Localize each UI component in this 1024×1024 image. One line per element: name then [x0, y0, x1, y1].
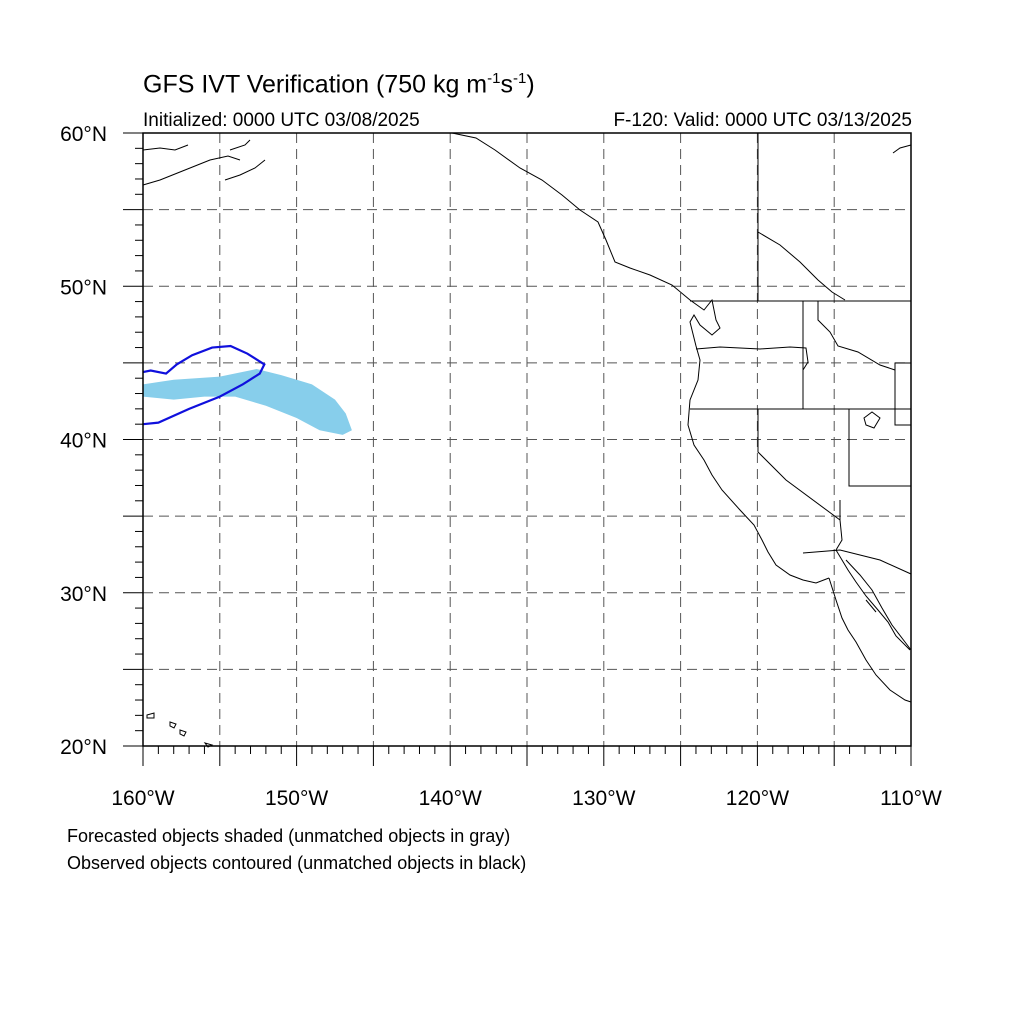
baja-coastline — [828, 549, 912, 703]
chart-title: GFS IVT Verification (750 kg m-1s-1) — [143, 70, 535, 99]
lat-label: 20°N — [60, 736, 107, 759]
footer-note-observed: Observed objects contoured (unmatched ob… — [67, 853, 527, 873]
footer-note-forecast: Forecasted objects shaded (unmatched obj… — [67, 826, 511, 846]
us-mexico-border — [802, 549, 912, 575]
lat-label: 30°N — [60, 583, 107, 606]
lon-label: 160°W — [111, 787, 174, 810]
salt-lake — [863, 411, 881, 429]
lon-label: 110°W — [880, 787, 942, 810]
hawaii-islands — [146, 712, 214, 748]
lon-label: 150°W — [265, 787, 328, 810]
grid-lines — [143, 133, 911, 746]
valid-time-label: F-120: Valid: 0000 UTC 03/13/2025 — [613, 110, 912, 131]
hudson-bay-fragment — [892, 144, 912, 154]
lat-label: 60°N — [60, 123, 107, 146]
axis-labels: 60°N 50°N 40°N 30°N 20°N 160°W 150°W 140°W 130°W… — [60, 123, 942, 810]
mexico-mainland-coast — [845, 559, 912, 651]
coastlines — [142, 132, 912, 748]
observed-object-contour — [142, 344, 266, 426]
arizona-border — [835, 500, 843, 551]
ivt-objects — [142, 344, 352, 435]
nevada-california-border — [757, 409, 841, 521]
axis-ticks — [123, 132, 912, 766]
lon-label: 140°W — [419, 787, 482, 810]
lat-label: 40°N — [60, 430, 107, 453]
us-west-coastline — [451, 132, 830, 584]
washington-oregon-border — [695, 346, 809, 409]
forecast-object-shading — [143, 369, 352, 435]
lon-label: 120°W — [726, 787, 789, 810]
nevada-utah-border — [848, 363, 911, 487]
initialized-label: Initialized: 0000 UTC 03/08/2025 — [143, 110, 420, 131]
political-boundaries — [690, 133, 912, 575]
alaska-coastline — [142, 139, 266, 186]
river-line — [757, 231, 846, 301]
lon-label: 130°W — [572, 787, 635, 810]
lat-label: 50°N — [60, 276, 107, 299]
